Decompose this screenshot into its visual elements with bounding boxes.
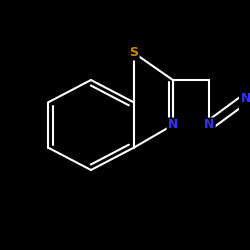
Text: N: N	[241, 92, 250, 104]
Text: N: N	[204, 118, 215, 132]
Text: N: N	[168, 118, 178, 132]
Text: S: S	[130, 46, 138, 60]
